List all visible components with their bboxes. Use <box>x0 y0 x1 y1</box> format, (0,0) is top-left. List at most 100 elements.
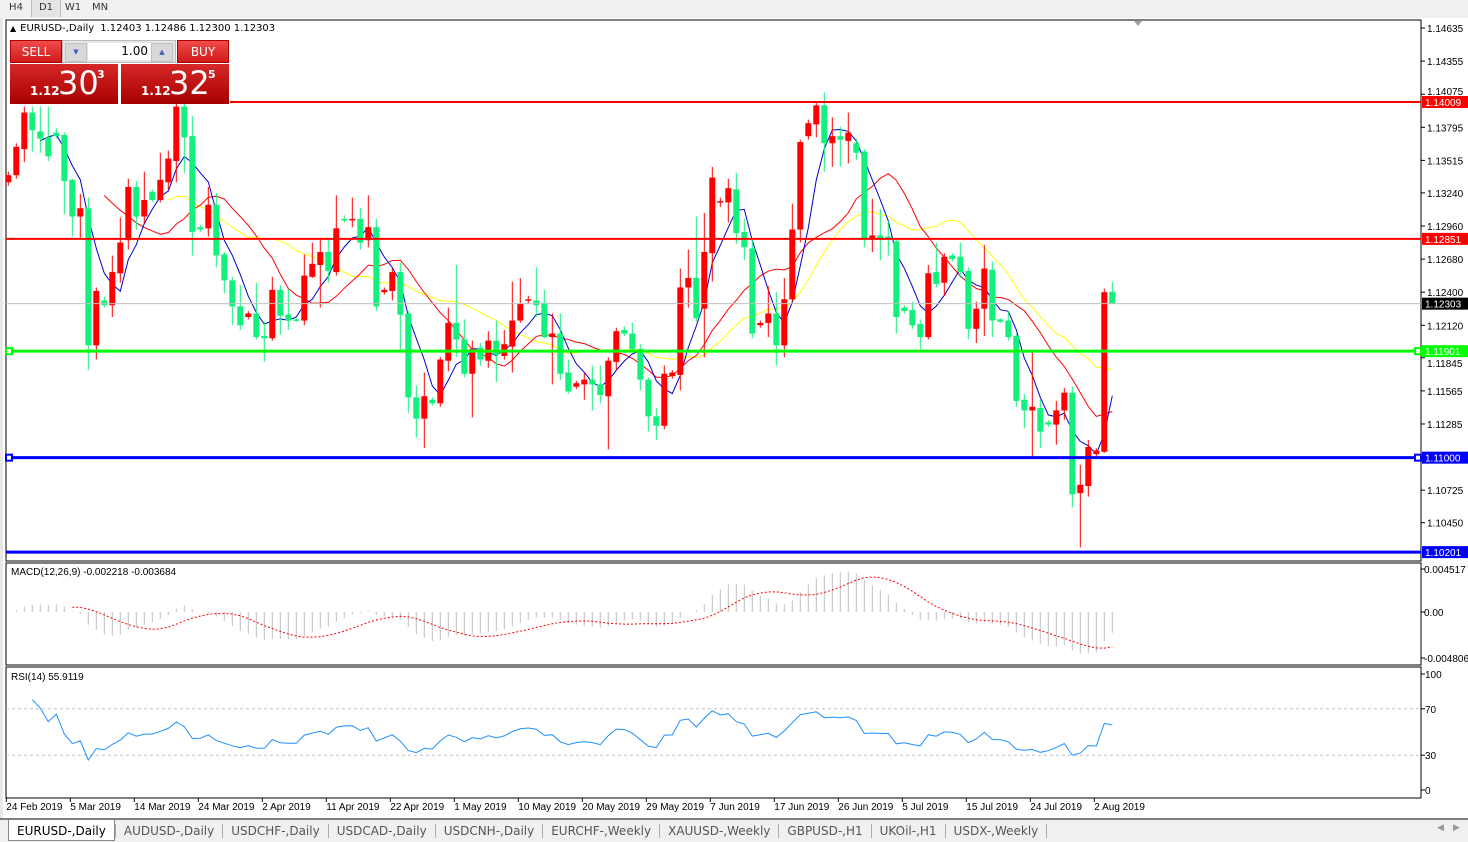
chart-window[interactable] <box>0 18 1468 818</box>
candle-body <box>309 263 316 277</box>
timeframe-d1-button[interactable]: D1 <box>31 0 61 17</box>
price-line-label: 1.12303 <box>1425 300 1462 311</box>
tab-separator <box>327 824 329 838</box>
chart-tab[interactable]: EURUSD-,Daily <box>8 820 115 841</box>
scroll-right-icon[interactable]: ▶ <box>1453 823 1460 833</box>
tab-separator <box>222 824 224 838</box>
sell-price-pips: 30 <box>58 64 99 102</box>
candle-body <box>1077 484 1084 494</box>
candle-body <box>557 333 564 374</box>
candle-body <box>981 268 988 309</box>
candle-body <box>77 208 84 217</box>
line-handle-right[interactable] <box>1414 347 1422 356</box>
candle-body <box>293 319 300 321</box>
rsi-tick-label: 30 <box>1425 751 1437 762</box>
date-label: 14 Mar 2019 <box>134 802 191 813</box>
buy-button[interactable]: BUY <box>177 40 229 63</box>
candle-body <box>405 313 412 398</box>
buy-price-button[interactable]: 1.12 32 5 <box>121 64 229 104</box>
candle-body <box>813 105 820 125</box>
line-handle-right[interactable] <box>1414 453 1422 462</box>
candle-body <box>325 251 332 271</box>
candle-body <box>69 179 76 217</box>
candle-body <box>341 218 348 221</box>
candle-body <box>421 396 428 419</box>
candle-body <box>877 235 884 239</box>
candle-body <box>477 347 484 360</box>
candle-body <box>781 299 788 346</box>
candle-body <box>1101 292 1108 452</box>
tab-separator <box>778 824 780 838</box>
candle-body <box>997 319 1004 322</box>
chart-shift-marker-icon[interactable] <box>1134 21 1142 26</box>
price-tick-label: 1.12400 <box>1427 288 1464 299</box>
rsi-panel-frame <box>5 666 1422 799</box>
macd-panel-frame <box>5 562 1422 666</box>
sell-price-button[interactable]: 1.12 30 3 <box>10 64 118 104</box>
sell-button[interactable]: SELL <box>10 40 62 63</box>
candle-body <box>381 289 388 293</box>
chart-tab[interactable]: UKOil-,H1 <box>879 824 937 838</box>
candle-body <box>709 177 716 254</box>
candle-body <box>525 299 532 301</box>
tab-separator <box>870 824 872 838</box>
candle-body <box>197 227 204 230</box>
buy-price-prefix: 1.12 <box>141 84 171 98</box>
timeframe-w1-button[interactable]: W1 <box>64 2 82 13</box>
tab-separator <box>542 824 544 838</box>
date-label: 20 May 2019 <box>582 802 640 813</box>
date-label: 24 Mar 2019 <box>198 802 255 813</box>
candle-body <box>661 373 668 426</box>
chart-tab[interactable]: USDCHF-,Daily <box>231 824 320 838</box>
date-label: 29 May 2019 <box>646 802 704 813</box>
line-handle-left[interactable] <box>5 453 13 462</box>
lot-increase-icon[interactable]: ▲ <box>151 43 173 62</box>
candle-body <box>333 228 340 273</box>
candle-body <box>677 287 684 375</box>
candle-body <box>541 302 548 338</box>
lot-decrease-icon[interactable]: ▼ <box>65 43 87 62</box>
candle-body <box>805 123 812 137</box>
line-handle-left[interactable] <box>5 347 13 356</box>
scroll-left-icon[interactable]: ◀ <box>1437 823 1444 833</box>
timeframe-h4-button[interactable]: H4 <box>9 2 23 13</box>
candle-body <box>957 256 964 273</box>
candle-body <box>173 106 180 161</box>
chart-canvas[interactable]: 1.14635 1.14355 1.14075 1.13795 1.13515 1.132… <box>0 0 1468 818</box>
price-label-bg <box>1422 96 1468 108</box>
rsi-line <box>31 699 1113 762</box>
collapse-triangle-icon[interactable]: ▲ <box>10 24 17 33</box>
timeframe-mn-button[interactable]: MN <box>91 2 109 13</box>
candle-body <box>349 218 356 221</box>
candle-body <box>573 383 580 387</box>
chart-tab[interactable]: AUDUSD-,Daily <box>123 824 215 838</box>
price-tick-label: 1.13515 <box>1427 156 1464 167</box>
candle-body <box>109 272 116 306</box>
price-tick-label: 1.13795 <box>1427 123 1464 134</box>
candle-body <box>933 272 940 284</box>
chart-tab[interactable]: XAUUSD-,Weekly <box>668 824 771 838</box>
candle-body <box>941 256 948 283</box>
candle-body <box>269 289 276 339</box>
candle-body <box>1029 406 1036 411</box>
candle-body <box>365 227 372 241</box>
candle-body <box>213 204 220 256</box>
sell-price-fraction: 3 <box>97 68 105 81</box>
date-label: 5 Mar 2019 <box>70 802 121 813</box>
candle-body <box>669 372 676 377</box>
chart-tab[interactable]: USDCNH-,Daily <box>443 824 535 838</box>
price-line-label: 1.14009 <box>1425 98 1462 109</box>
candle-body <box>1069 392 1076 495</box>
candle-body <box>29 112 36 131</box>
chart-tab[interactable]: GBPUSD-,H1 <box>787 824 863 838</box>
chart-tab[interactable]: USDX-,Weekly <box>953 824 1039 838</box>
price-tick-label: 1.12120 <box>1427 321 1464 332</box>
price-tick-label: 1.12680 <box>1427 255 1464 266</box>
chart-tab[interactable]: USDCAD-,Daily <box>336 824 427 838</box>
lot-size-input[interactable]: 1.00 <box>88 43 151 60</box>
candle-body <box>453 322 460 340</box>
candle-body <box>85 208 92 346</box>
chart-tab[interactable]: EURCHF-,Weekly <box>551 824 652 838</box>
candle-body <box>653 416 660 426</box>
candle-body <box>149 191 156 200</box>
